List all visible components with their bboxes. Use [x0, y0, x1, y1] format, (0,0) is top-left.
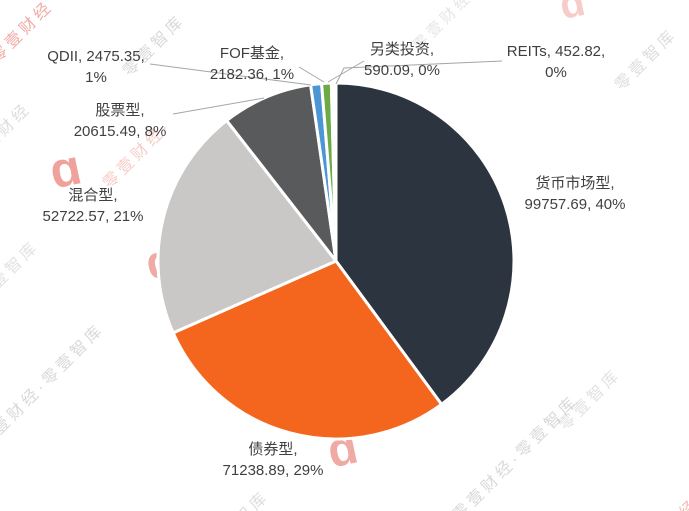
pie-slice-money-market [334, 81, 516, 406]
pie-slice-bond [171, 259, 444, 441]
pie-slice-reits [332, 81, 338, 263]
leader-qdii-line [149, 63, 312, 86]
leader-equity-line [172, 97, 265, 115]
leader-fof-line [298, 66, 325, 83]
leader-alternative-line [327, 60, 365, 83]
leader-reits-line [335, 60, 503, 85]
pie-slice-mixed [156, 119, 338, 335]
